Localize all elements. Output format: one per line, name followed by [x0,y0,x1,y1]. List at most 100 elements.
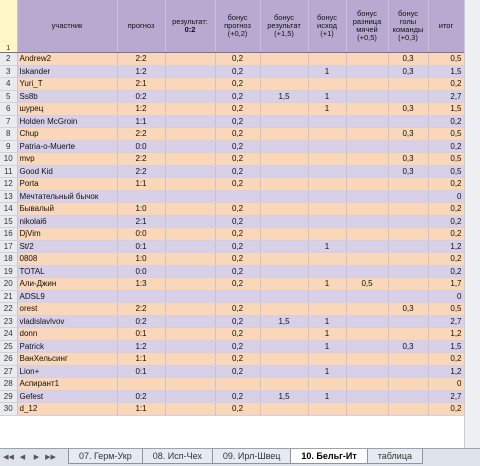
bonus-outcome-cell[interactable] [308,302,347,316]
forecast-cell[interactable]: 2:2 [117,127,166,141]
bonus-goal-diff-cell[interactable] [346,202,389,216]
bonus-outcome-cell[interactable] [308,227,347,241]
row-number[interactable]: 29 [0,390,18,403]
first-sheet-button[interactable]: ◀◀ [3,453,14,461]
bonus-team-goals-cell[interactable] [388,402,429,416]
bonus-team-goals-cell[interactable]: 0,3 [388,127,429,141]
participant-cell[interactable]: Али-Джин [17,277,118,291]
result-cell[interactable] [165,402,216,416]
bonus-result-cell[interactable] [260,327,309,341]
bonus-outcome-header[interactable]: бонус исход (+1) [308,0,347,53]
bonus-goal-diff-cell[interactable] [346,265,389,278]
bonus-forecast-cell[interactable]: 0,2 [215,365,261,378]
row-number[interactable]: 6 [0,102,18,116]
participant-cell[interactable]: Patrick [17,340,118,353]
row-number[interactable]: 12 [0,177,18,191]
forecast-cell[interactable]: 1:0 [117,252,166,266]
bonus-forecast-cell[interactable]: 0,2 [215,340,261,353]
total-cell[interactable]: 0,2 [427,215,465,228]
row-number[interactable]: 27 [0,365,18,378]
result-cell[interactable] [165,152,216,166]
bonus-team-goals-cell[interactable] [388,90,429,103]
total-cell[interactable]: 0,5 [427,127,465,141]
row-number[interactable]: 19 [0,265,18,278]
row-number[interactable]: 9 [0,140,18,153]
row-number[interactable]: 4 [0,77,18,91]
bonus-result-header[interactable]: бонус результат (+1,5) [260,0,309,53]
participant-cell[interactable]: donn [17,327,118,341]
result-cell[interactable] [165,190,216,203]
bonus-team-goals-cell[interactable] [388,177,429,191]
bonus-forecast-cell[interactable]: 0,2 [215,177,261,191]
forecast-cell[interactable] [117,190,166,203]
bonus-result-cell[interactable] [260,202,309,216]
bonus-outcome-cell[interactable]: 1 [308,365,347,378]
result-cell[interactable] [165,327,216,341]
bonus-forecast-cell[interactable]: 0,2 [215,52,261,66]
participant-cell[interactable]: ADSL9 [17,290,118,303]
result-cell[interactable] [165,165,216,178]
result-cell[interactable] [165,377,216,391]
total-cell[interactable]: 0,2 [427,352,465,366]
bonus-outcome-cell[interactable] [308,165,347,178]
bonus-team-goals-cell[interactable]: 0,3 [388,165,429,178]
total-cell[interactable]: 0,2 [427,202,465,216]
bonus-goal-diff-cell[interactable] [346,215,389,228]
forecast-cell[interactable]: 0:1 [117,327,166,341]
bonus-result-cell[interactable] [260,252,309,266]
total-cell[interactable]: 1,5 [427,65,465,78]
participant-cell[interactable]: mvp [17,152,118,166]
bonus-goal-diff-cell[interactable] [346,315,389,328]
participant-cell[interactable]: DjVim [17,227,118,241]
bonus-outcome-cell[interactable] [308,215,347,228]
bonus-result-cell[interactable] [260,127,309,141]
bonus-goal-diff-cell[interactable] [346,165,389,178]
row-number[interactable]: 8 [0,127,18,141]
bonus-goal-diff-cell[interactable] [346,240,389,253]
bonus-forecast-cell[interactable]: 0,2 [215,77,261,91]
result-cell[interactable] [165,252,216,266]
bonus-goal-diff-cell[interactable] [346,252,389,266]
bonus-goal-diff-cell[interactable] [346,102,389,116]
bonus-forecast-cell[interactable]: 0,2 [215,265,261,278]
bonus-team-goals-cell[interactable] [388,290,429,303]
bonus-outcome-cell[interactable] [308,402,347,416]
bonus-result-cell[interactable] [260,140,309,153]
bonus-goal-diff-cell[interactable]: 0,5 [346,277,389,291]
forecast-cell[interactable]: 1:1 [117,177,166,191]
bonus-outcome-cell[interactable]: 1 [308,90,347,103]
bonus-result-cell[interactable] [260,290,309,303]
bonus-result-cell[interactable]: 1,5 [260,90,309,103]
bonus-forecast-cell[interactable]: 0,2 [215,102,261,116]
result-cell[interactable] [165,115,216,128]
forecast-cell[interactable]: 1:3 [117,277,166,291]
result-cell[interactable] [165,340,216,353]
bonus-forecast-cell[interactable]: 0,2 [215,65,261,78]
result-cell[interactable] [165,127,216,141]
bonus-team-goals-cell[interactable] [388,277,429,291]
forecast-cell[interactable]: 0:1 [117,365,166,378]
bonus-result-cell[interactable] [260,165,309,178]
bonus-forecast-cell[interactable]: 0,2 [215,165,261,178]
participant-cell[interactable]: Andrew2 [17,52,118,66]
row-number[interactable]: 28 [0,377,18,391]
bonus-forecast-cell[interactable]: 0,2 [215,315,261,328]
bonus-goal-diff-cell[interactable] [346,340,389,353]
bonus-outcome-cell[interactable]: 1 [308,277,347,291]
bonus-team-goals-cell[interactable] [388,140,429,153]
participant-cell[interactable]: nikolai6 [17,215,118,228]
bonus-outcome-cell[interactable] [308,152,347,166]
total-cell[interactable]: 0,2 [427,252,465,266]
bonus-result-cell[interactable] [260,340,309,353]
row-number-header[interactable]: 1 [0,0,18,53]
bonus-forecast-cell[interactable]: 0,2 [215,152,261,166]
bonus-goal-diff-cell[interactable] [346,302,389,316]
bonus-goal-diff-cell[interactable] [346,152,389,166]
participant-cell[interactable]: Lion+ [17,365,118,378]
bonus-result-cell[interactable] [260,402,309,416]
bonus-team-goals-cell[interactable] [388,390,429,403]
bonus-outcome-cell[interactable]: 1 [308,102,347,116]
bonus-team-goals-cell[interactable] [388,202,429,216]
row-number[interactable]: 22 [0,302,18,316]
row-number[interactable]: 26 [0,352,18,366]
